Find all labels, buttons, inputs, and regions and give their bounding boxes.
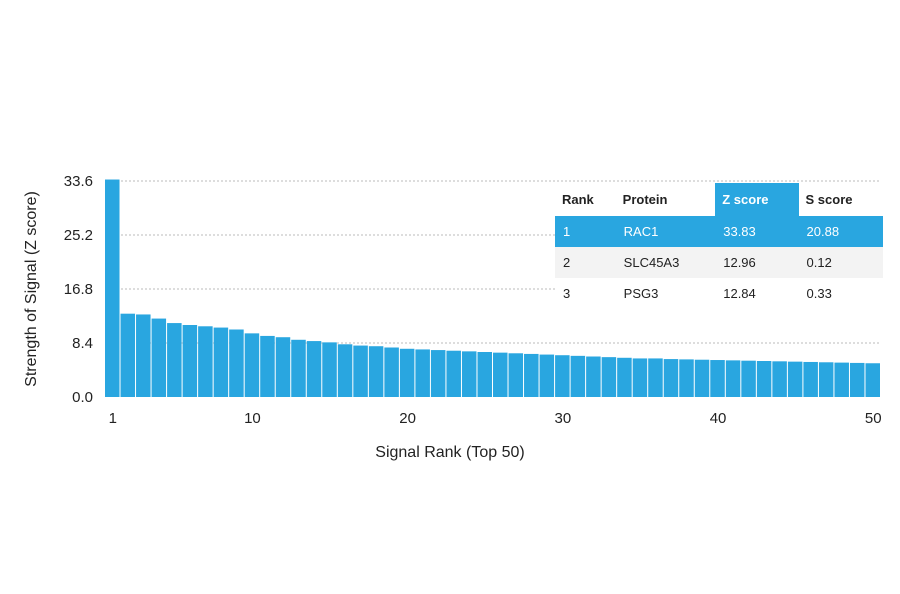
bar	[353, 345, 368, 397]
x-axis-title: Signal Rank (Top 50)	[375, 444, 524, 461]
bar	[306, 341, 322, 397]
bar	[787, 361, 803, 397]
bar	[430, 350, 446, 397]
x-tick-label: 10	[244, 410, 261, 427]
bar	[756, 361, 772, 397]
y-tick-label: 25.2	[64, 227, 93, 244]
bar	[493, 352, 508, 397]
y-axis-ticks: 0.0 8.4 16.8 25.2 33.6	[64, 173, 93, 406]
header-s-score: S score	[798, 183, 883, 216]
bar	[617, 357, 632, 397]
cell-rank: 2	[555, 247, 616, 278]
bar	[151, 318, 167, 397]
bar	[244, 333, 260, 397]
cell-z-score: 33.83	[715, 216, 799, 247]
x-tick-label: 20	[399, 410, 416, 427]
bar	[337, 344, 353, 397]
bar	[229, 329, 244, 397]
table-row: 3 PSG3 12.84 0.33	[555, 278, 883, 309]
y-tick-label: 33.6	[64, 173, 93, 190]
y-tick-label: 16.8	[64, 281, 93, 298]
bar	[865, 363, 880, 397]
bar	[508, 353, 524, 397]
bar	[291, 339, 306, 397]
bar	[849, 362, 865, 397]
y-tick-label: 0.0	[72, 389, 93, 406]
bar	[198, 326, 213, 397]
x-tick-label: 40	[710, 410, 727, 427]
bar	[601, 357, 617, 397]
header-z-score: Z score	[715, 183, 799, 216]
header-protein: Protein	[615, 183, 716, 216]
header-rank: Rank	[555, 183, 616, 216]
bar	[570, 355, 586, 397]
bar	[368, 346, 384, 397]
bar	[415, 349, 430, 397]
bar	[772, 361, 787, 397]
x-axis-ticks: 1 10 20 30 40 50	[109, 410, 882, 427]
bar	[648, 358, 663, 397]
bar	[741, 360, 756, 397]
bar	[679, 359, 694, 397]
y-axis-title: Strength of Signal (Z score)	[23, 191, 40, 387]
bar	[632, 358, 648, 397]
cell-protein: SLC45A3	[615, 247, 716, 278]
bar	[694, 359, 710, 397]
bar	[136, 314, 151, 397]
bars	[105, 179, 880, 397]
bar	[586, 356, 601, 397]
bar	[399, 348, 415, 397]
bar	[818, 362, 834, 397]
bar	[477, 352, 492, 397]
x-tick-label: 50	[865, 410, 882, 427]
bar	[213, 327, 229, 397]
cell-protein: PSG3	[615, 278, 716, 309]
bar	[539, 354, 555, 397]
bar	[524, 353, 539, 397]
bar	[555, 355, 570, 397]
table-row: 2 SLC45A3 12.96 0.12	[555, 247, 883, 278]
table-row: 1 RAC1 33.83 20.88	[555, 216, 883, 247]
cell-rank: 3	[555, 278, 616, 309]
bar	[663, 359, 679, 397]
cell-z-score: 12.96	[715, 247, 799, 278]
table-header-row: Rank Protein Z score S score	[555, 183, 883, 216]
bar	[105, 179, 120, 397]
cell-s-score: 0.33	[798, 278, 883, 309]
bar	[834, 362, 849, 397]
x-tick-label: 30	[554, 410, 571, 427]
bar	[322, 342, 337, 397]
y-tick-label: 8.4	[72, 335, 93, 352]
bar	[120, 313, 136, 397]
x-tick-label: 1	[109, 410, 117, 427]
cell-z-score: 12.84	[715, 278, 799, 309]
bar	[182, 325, 198, 397]
cell-protein: RAC1	[615, 216, 716, 247]
bar	[167, 323, 182, 397]
bar	[710, 360, 725, 397]
bar	[260, 335, 275, 397]
bar	[461, 351, 477, 397]
bar	[384, 347, 399, 397]
bar	[725, 360, 741, 397]
cell-s-score: 20.88	[798, 216, 883, 247]
bar	[275, 337, 291, 397]
score-table: Rank Protein Z score S score 1 RAC1 33.8…	[555, 183, 883, 309]
bar	[446, 350, 461, 397]
cell-s-score: 0.12	[798, 247, 883, 278]
cell-rank: 1	[555, 216, 616, 247]
bar	[803, 361, 818, 397]
